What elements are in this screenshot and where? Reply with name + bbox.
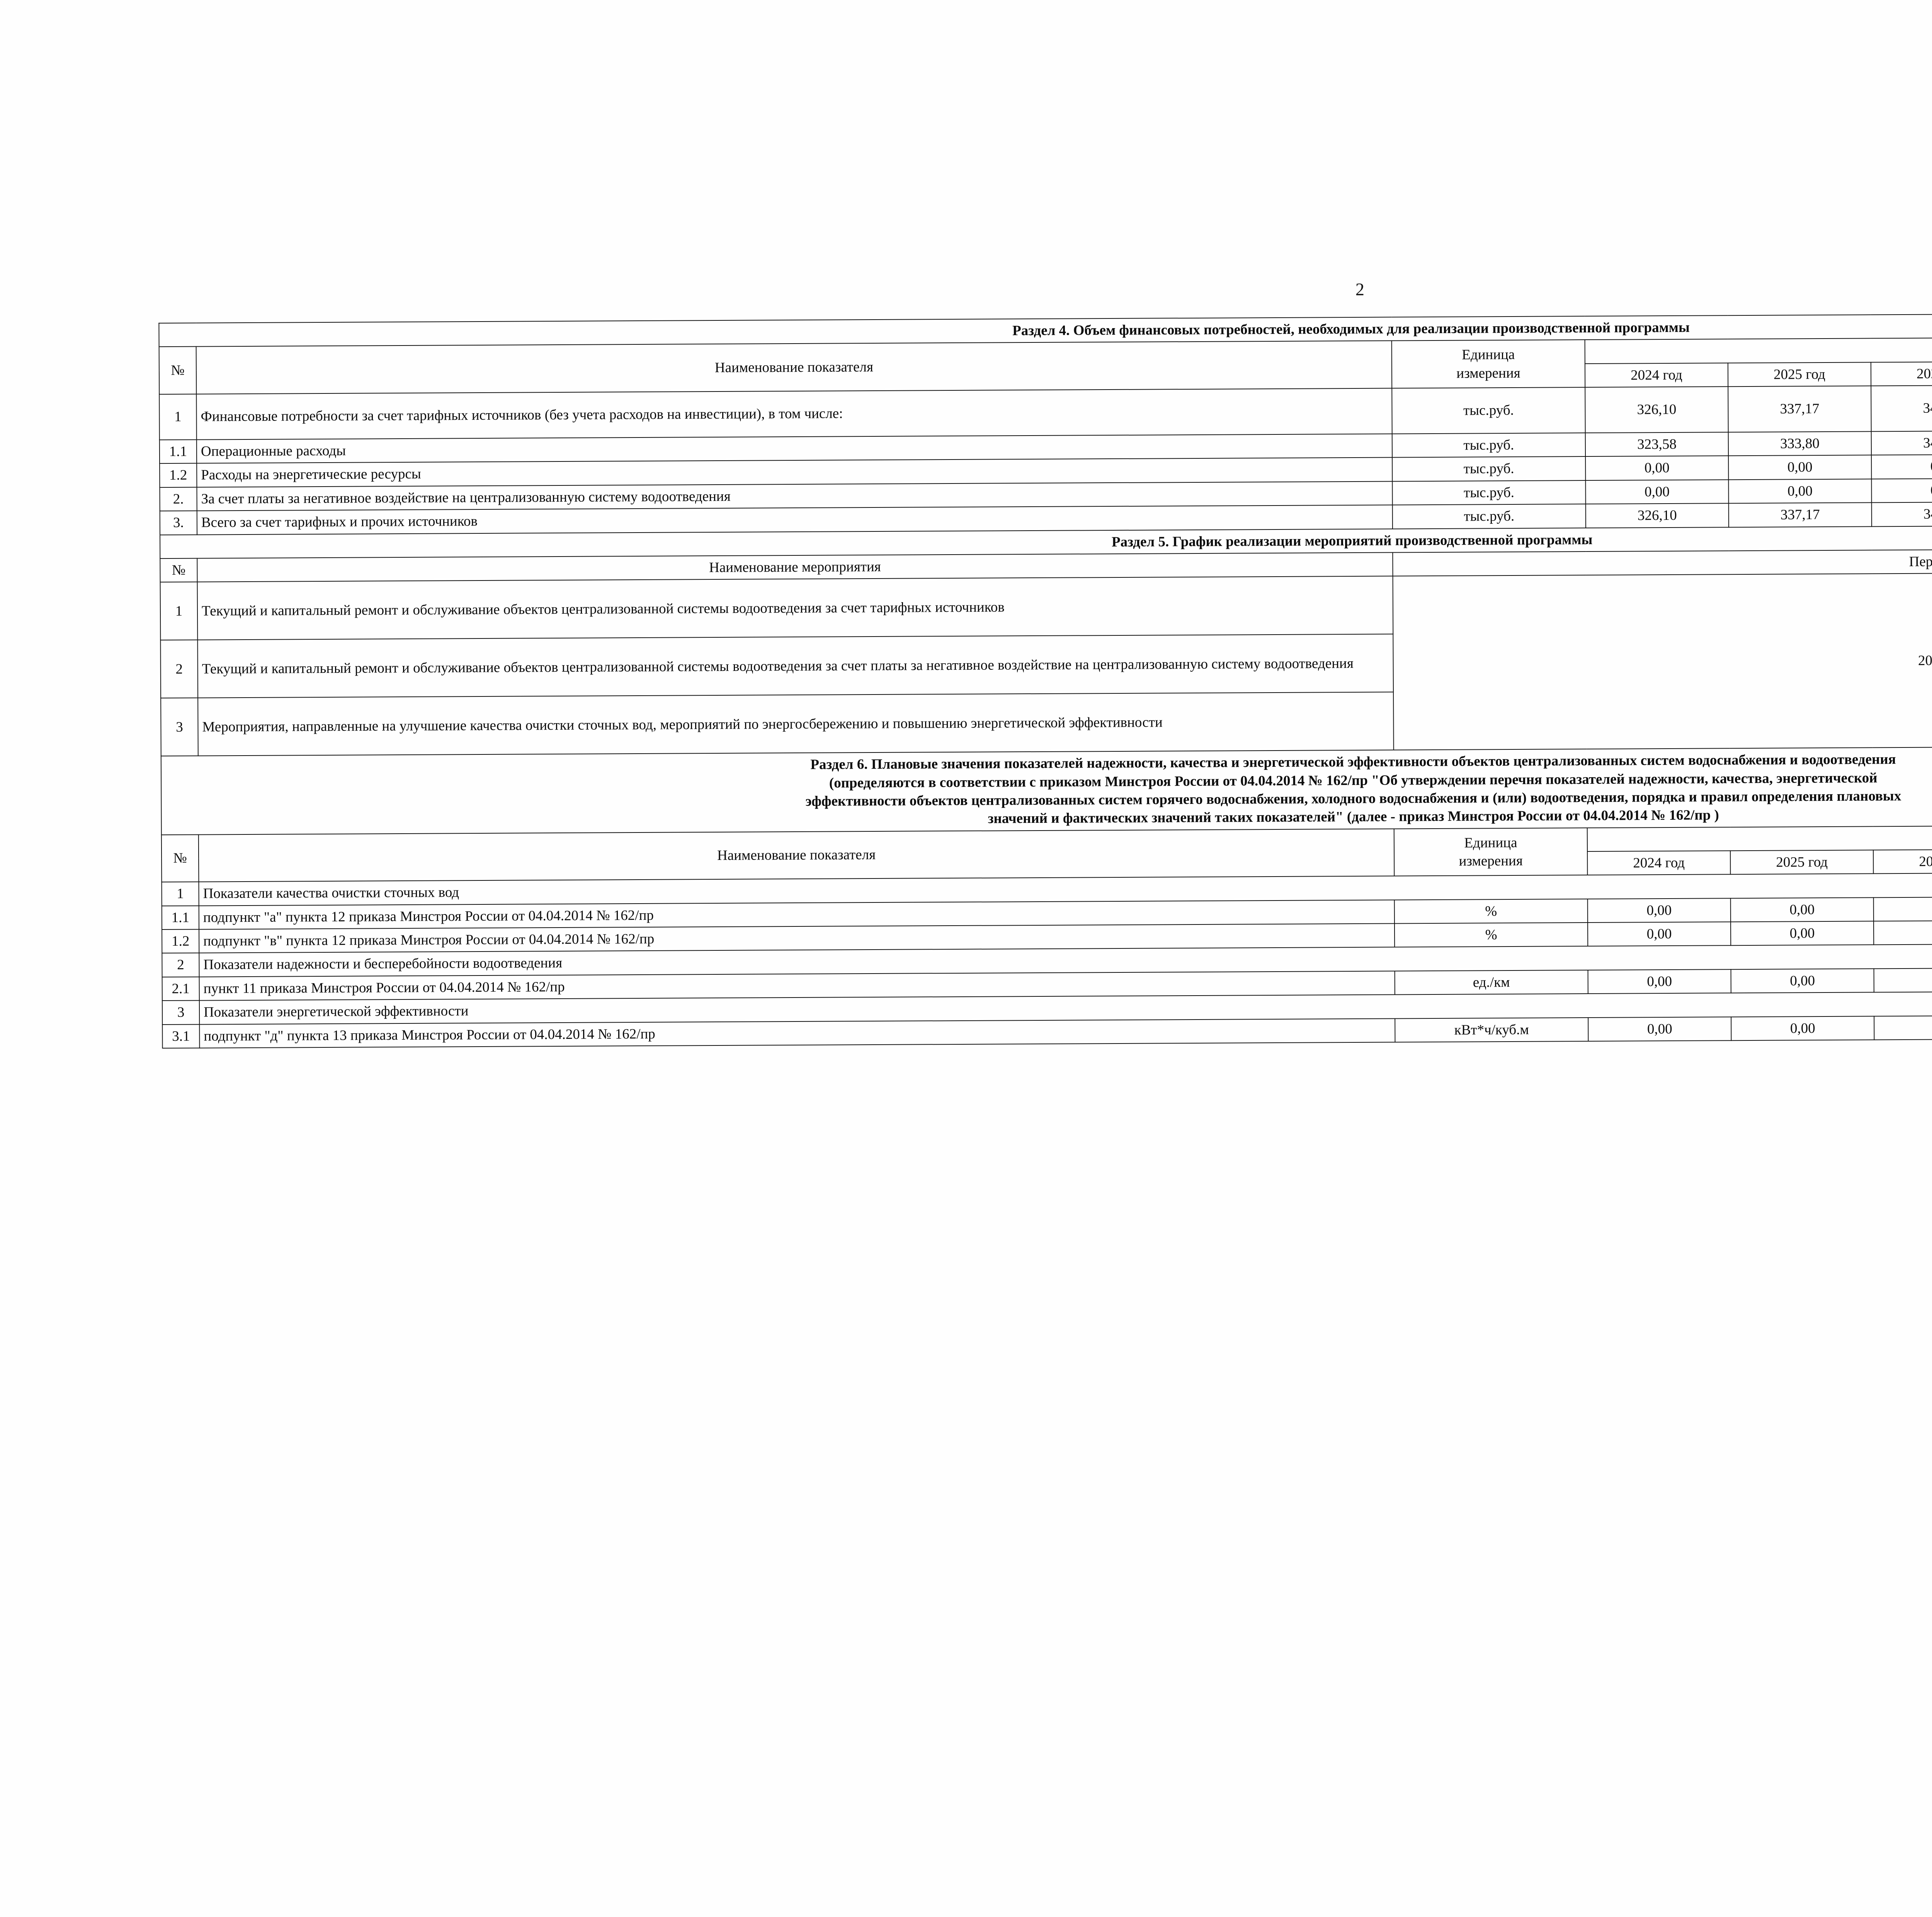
row-number: 1.1 <box>159 439 197 464</box>
row-number: 1.1 <box>162 906 199 930</box>
row-number: 1 <box>162 882 199 906</box>
row-value-2024: 323,58 <box>1585 432 1729 457</box>
row-value-2025: 337,17 <box>1728 386 1871 432</box>
row-unit: тыс.руб. <box>1392 456 1586 482</box>
section4-col-value-group: Величина показателя <box>1585 335 1932 364</box>
section6-year-2025: 2025 год <box>1730 850 1874 875</box>
section4-col-unit: Единица измерения <box>1391 340 1585 388</box>
row-unit: ед./км <box>1395 970 1588 995</box>
section5-col-num: № <box>160 558 197 582</box>
row-unit: тыс.руб. <box>1392 433 1586 458</box>
row-unit: % <box>1394 899 1588 924</box>
row-number: 3. <box>160 511 197 535</box>
section6-col-num: № <box>161 834 199 882</box>
row-value-2025: 0,00 <box>1730 897 1874 922</box>
row-value-2025: 0,00 <box>1731 969 1874 993</box>
row-name: Мероприятия, направленные на улучшение к… <box>198 692 1394 756</box>
row-value-2024: 0,00 <box>1587 922 1731 947</box>
section6-col-value-group: Величина показателя <box>1587 823 1932 852</box>
row-value-2024: 0,00 <box>1588 969 1731 994</box>
row-value-2026: 0,00 <box>1871 455 1932 479</box>
row-number: 2.1 <box>162 977 199 1001</box>
row-unit: % <box>1394 923 1588 947</box>
row-number: 2 <box>160 640 198 698</box>
row-value-2024: 0,00 <box>1588 1016 1731 1041</box>
row-number: 2. <box>160 487 197 511</box>
document-table: Раздел 4. Объем финансовых потребностей,… <box>158 311 1932 1049</box>
row-value-2025: 0,00 <box>1731 1016 1874 1041</box>
row-value-2026: 0,00 <box>1871 478 1932 503</box>
section4-col-name: Наименование показателя <box>196 340 1392 394</box>
row-value-2025: 0,00 <box>1730 921 1874 946</box>
row-number: 1 <box>159 394 197 440</box>
row-number: 3.1 <box>162 1024 200 1048</box>
row-number: 3 <box>161 698 198 756</box>
row-value-2025: 333,80 <box>1728 431 1872 456</box>
row-value-2025: 337,17 <box>1728 502 1872 527</box>
row-value-2026: 0,00 <box>1874 968 1932 993</box>
section5-period-value: 2024 - 2027 годы <box>1393 570 1932 750</box>
section4-year-2026: 2026 год <box>1871 361 1932 386</box>
row-unit: тыс.руб. <box>1392 480 1586 505</box>
row-number: 1.2 <box>160 463 197 487</box>
row-name: Текущий и капитальный ремонт и обслужива… <box>197 576 1393 640</box>
row-number: 1 <box>160 582 198 640</box>
section6-col-unit: Единица измерения <box>1394 827 1588 876</box>
row-value-2026: 343,68 <box>1871 431 1932 455</box>
row-value-2024: 0,00 <box>1587 898 1731 923</box>
page-number: 2 <box>0 272 1932 306</box>
row-name: Финансовые потребности за счет тарифных … <box>196 388 1392 440</box>
row-value-2026: 347,15 <box>1871 502 1932 526</box>
section4-col-unit-line2: измерения <box>1456 365 1520 381</box>
row-number: 3 <box>162 1000 200 1025</box>
row-number: 1.2 <box>162 929 199 953</box>
section6-col-unit-line1: Единица <box>1464 834 1517 851</box>
section4-year-2025: 2025 год <box>1728 362 1871 387</box>
row-value-2026: 347,15 <box>1871 385 1932 432</box>
document-body: Раздел 4. Объем финансовых потребностей,… <box>158 311 1932 1049</box>
table-row: 1 Текущий и капитальный ремонт и обслужи… <box>160 570 1932 750</box>
section4-year-2024: 2024 год <box>1585 363 1728 388</box>
row-unit: тыс.руб. <box>1392 387 1585 434</box>
row-value-2025: 0,00 <box>1728 455 1872 480</box>
page-number-value: 2 <box>1355 279 1365 299</box>
section4-col-unit-line1: Единица <box>1462 347 1515 363</box>
row-number: 2 <box>162 953 199 977</box>
section4-col-num: № <box>159 346 197 395</box>
row-value-2024: 0,00 <box>1585 480 1729 504</box>
section6-col-unit-line2: измерения <box>1459 853 1523 869</box>
section6-year-2024: 2024 год <box>1587 851 1731 875</box>
row-unit: тыс.руб. <box>1392 504 1586 529</box>
row-value-2026: 0,00 <box>1874 1015 1932 1040</box>
row-value-2025: 0,00 <box>1728 479 1872 504</box>
row-name: Текущий и капитальный ремонт и обслужива… <box>197 634 1394 698</box>
section6-year-2026: 2026 год <box>1873 849 1932 874</box>
row-value-2026: 0,00 <box>1873 920 1932 945</box>
row-value-2024: 0,00 <box>1585 456 1729 480</box>
section6-title: Раздел 6. Плановые значения показателей … <box>161 744 1932 835</box>
row-value-2024: 326,10 <box>1585 503 1729 528</box>
section6-col-name: Наименование показателя <box>198 829 1395 882</box>
row-unit: кВт*ч/куб.м <box>1395 1017 1588 1042</box>
section6-title-row: Раздел 6. Плановые значения показателей … <box>161 744 1932 835</box>
row-value-2026: 0,00 <box>1873 897 1932 921</box>
row-value-2024: 326,10 <box>1585 386 1728 433</box>
